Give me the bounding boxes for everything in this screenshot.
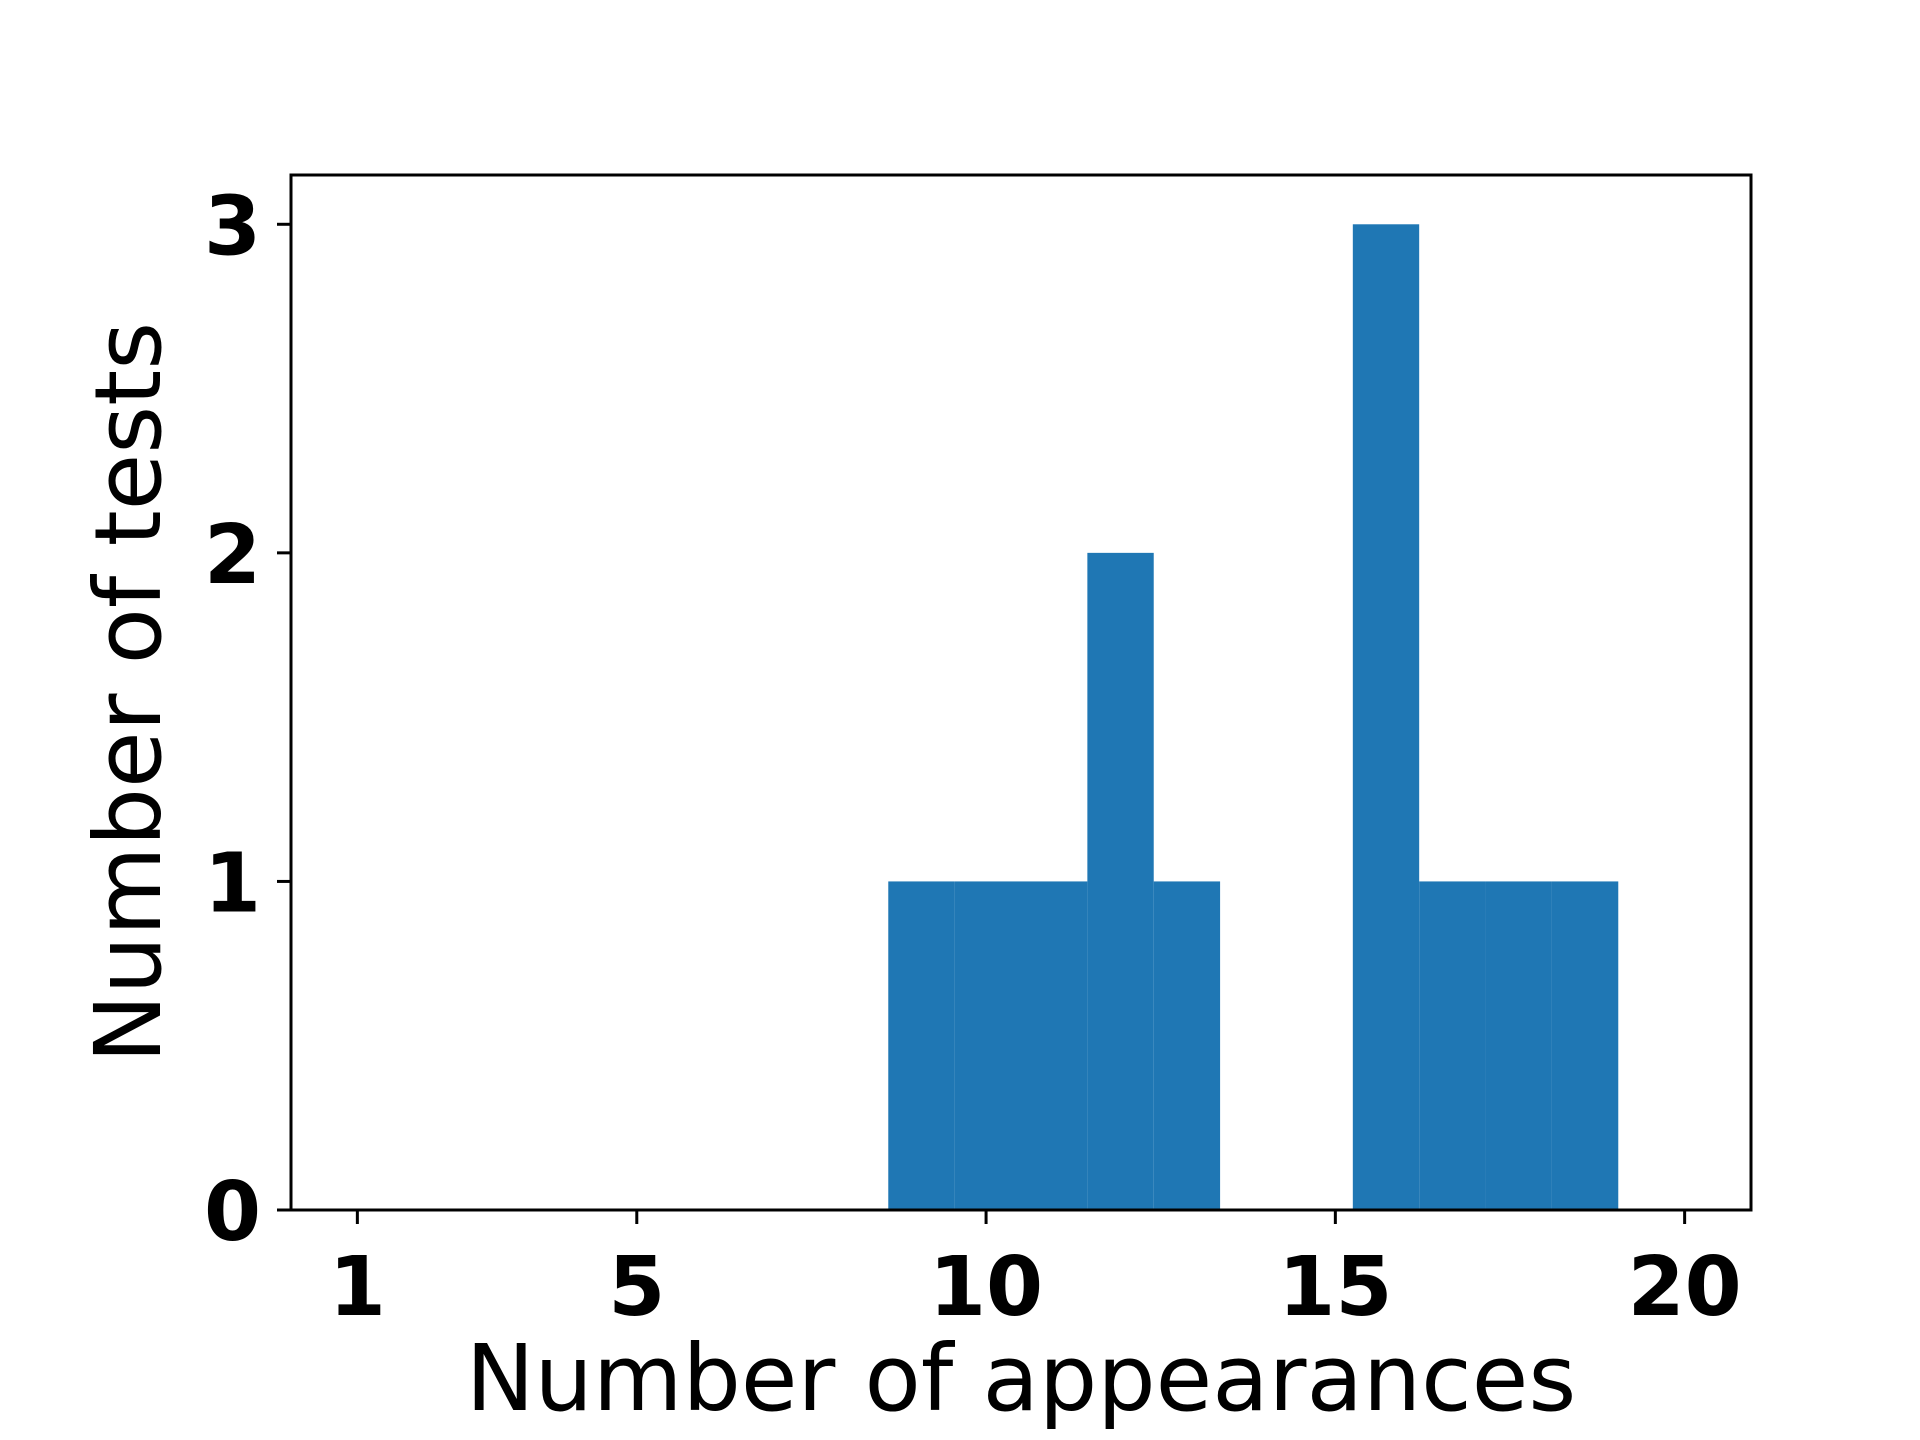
histogram-bar-1 xyxy=(954,881,1021,1210)
x-tick-label: 15 xyxy=(1278,1240,1392,1335)
histogram-bar-9 xyxy=(1485,881,1552,1210)
x-tick-label: 10 xyxy=(929,1240,1043,1335)
y-axis-ticks: 0 1 2 3 xyxy=(204,179,291,1260)
plot-frame xyxy=(289,173,1753,1212)
histogram-bar-8 xyxy=(1419,881,1486,1210)
y-tick-label: 2 xyxy=(204,508,261,603)
histogram-bar-3 xyxy=(1087,552,1154,1210)
x-axis-label: Number of appearances xyxy=(466,1325,1577,1432)
x-tick-label: 20 xyxy=(1628,1240,1742,1335)
histogram-bar-2 xyxy=(1021,881,1088,1210)
x-tick-label: 5 xyxy=(608,1240,665,1335)
histogram-bars xyxy=(888,224,1619,1211)
y-tick-label: 0 xyxy=(204,1165,261,1260)
histogram-bar-10 xyxy=(1551,881,1619,1210)
x-axis-ticks: 1 5 10 15 20 xyxy=(329,1210,1742,1335)
y-tick-label: 3 xyxy=(204,179,261,274)
histogram-bar-7 xyxy=(1352,224,1420,1211)
y-tick-label: 1 xyxy=(204,836,261,931)
histogram-bar-0 xyxy=(888,881,955,1210)
histogram-bar-4 xyxy=(1153,881,1221,1210)
x-tick-label: 1 xyxy=(329,1240,386,1335)
y-axis-label: Number of tests xyxy=(75,322,182,1063)
